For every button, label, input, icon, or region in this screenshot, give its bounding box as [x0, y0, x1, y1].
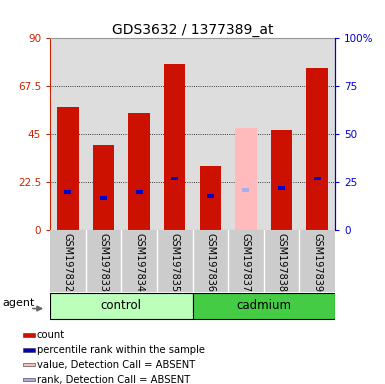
Text: control: control — [101, 299, 142, 312]
Bar — [85, 38, 121, 230]
Text: count: count — [37, 330, 65, 340]
Bar — [64, 190, 71, 194]
Bar — [199, 166, 221, 230]
Text: GSM197834: GSM197834 — [134, 233, 144, 293]
Bar — [121, 38, 157, 230]
Text: GSM197835: GSM197835 — [170, 233, 180, 293]
Text: cadmium: cadmium — [236, 299, 291, 312]
Bar — [300, 38, 335, 230]
Title: GDS3632 / 1377389_at: GDS3632 / 1377389_at — [112, 23, 273, 37]
Bar — [23, 378, 35, 381]
Bar — [85, 230, 121, 292]
Bar — [93, 145, 114, 230]
Bar — [50, 293, 192, 319]
Bar — [50, 38, 85, 230]
Bar — [278, 186, 285, 190]
Text: GSM197832: GSM197832 — [63, 233, 73, 293]
Text: GSM197837: GSM197837 — [241, 233, 251, 293]
Bar — [228, 230, 264, 292]
Bar — [192, 230, 228, 292]
Bar — [23, 333, 35, 337]
Bar — [314, 177, 321, 180]
Bar — [50, 230, 85, 292]
Bar — [57, 107, 79, 230]
Bar — [235, 128, 257, 230]
Bar — [23, 363, 35, 366]
Bar — [128, 113, 150, 230]
Bar — [271, 130, 292, 230]
Bar — [192, 38, 228, 230]
Bar — [136, 190, 142, 194]
Text: value, Detection Call = ABSENT: value, Detection Call = ABSENT — [37, 360, 195, 370]
Bar — [192, 293, 335, 319]
Text: rank, Detection Call = ABSENT: rank, Detection Call = ABSENT — [37, 374, 190, 384]
Text: GSM197839: GSM197839 — [312, 233, 322, 293]
Bar — [228, 38, 264, 230]
Text: GSM197833: GSM197833 — [99, 233, 109, 293]
Text: agent: agent — [3, 298, 35, 308]
Bar — [164, 64, 186, 230]
Bar — [100, 196, 107, 200]
Bar — [243, 188, 249, 192]
Bar — [157, 230, 192, 292]
Bar — [157, 38, 192, 230]
Bar — [207, 194, 214, 198]
Bar — [306, 68, 328, 230]
Text: GSM197838: GSM197838 — [276, 233, 286, 293]
Bar — [23, 348, 35, 352]
Text: percentile rank within the sample: percentile rank within the sample — [37, 345, 205, 355]
Text: GSM197836: GSM197836 — [205, 233, 215, 293]
Bar — [171, 177, 178, 180]
Bar — [300, 230, 335, 292]
Bar — [121, 230, 157, 292]
Bar — [264, 230, 300, 292]
Bar — [264, 38, 300, 230]
